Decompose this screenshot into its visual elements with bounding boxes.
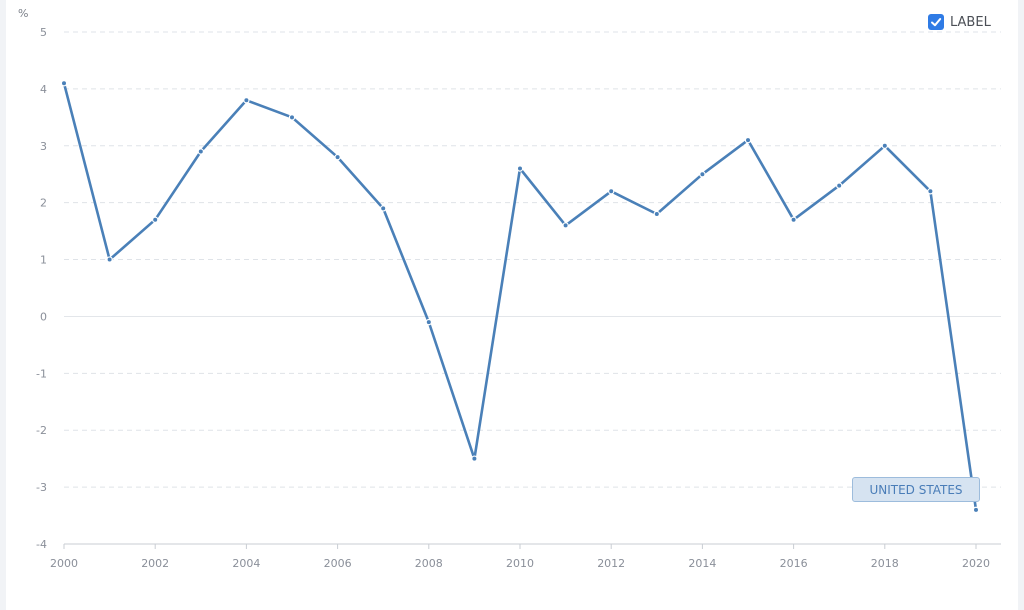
data-point-2001[interactable] [106,256,113,263]
series-tag-united-states[interactable]: UNITED STATES [852,477,980,502]
x-tick-label: 2016 [780,557,808,570]
data-point-2003[interactable] [197,148,204,155]
y-tick-label: 1 [40,254,47,267]
y-tick-label: 0 [40,310,47,323]
y-tick-label: -2 [36,424,47,437]
legend-toggle[interactable]: LABEL [928,12,991,32]
data-point-2015[interactable] [744,136,752,144]
chart-panel: % 5 4 3 2 1 0 -1 -2 -3 -4 2000 2002 2004 2006 2008 201… [6,0,1018,610]
data-point-2008[interactable] [425,318,432,326]
data-point-2002[interactable] [151,216,159,223]
data-point-2004[interactable] [243,97,250,104]
data-point-2019[interactable] [927,188,934,195]
x-tick-label: 2004 [232,557,260,570]
line-chart: % 5 4 3 2 1 0 -1 -2 -3 -4 2000 2002 2004 2006 2008 201… [18,7,1001,570]
x-tick-label: 2002 [141,557,169,570]
x-tick-label: 2018 [871,557,899,570]
x-tick-label: 2014 [688,557,716,570]
legend-checkbox[interactable] [928,14,944,30]
data-point-2018[interactable] [881,142,889,149]
y-tick-label: 4 [40,83,47,96]
y-tick-label: 2 [40,197,47,210]
data-point-2009[interactable] [471,455,478,462]
x-tick-label: 2006 [324,557,352,570]
x-tick-label: 2008 [415,557,443,570]
y-tick-label: -4 [36,538,47,551]
y-tick-label: -3 [36,481,47,494]
y-tick-labels: 5 4 3 2 1 0 -1 -2 -3 -4 [36,26,47,551]
data-point-2000[interactable] [60,79,68,87]
data-point-2012[interactable] [608,188,615,195]
data-point-2010[interactable] [516,165,524,172]
data-point-2011[interactable] [562,222,569,229]
data-point-2013[interactable] [653,210,661,218]
data-point-2016[interactable] [790,216,797,223]
x-tick-label: 2000 [50,557,78,570]
legend-label: LABEL [950,14,991,30]
y-tick-label: -1 [36,367,47,380]
y-tick-label: 5 [40,26,47,39]
checkmark-icon [931,18,942,27]
data-points [60,79,980,514]
data-point-2014[interactable] [699,171,706,178]
data-point-2007[interactable] [380,205,387,212]
data-point-2017[interactable] [836,182,843,189]
y-axis-unit-label: % [18,7,28,20]
x-tick-label: 2012 [597,557,625,570]
data-point-2020[interactable] [972,506,980,514]
gridlines [64,31,1001,545]
data-point-2005[interactable] [288,114,296,121]
x-tick-label: 2020 [962,557,990,570]
series-line-united-states [62,82,978,511]
y-tick-label: 3 [40,140,47,153]
data-point-2006[interactable] [334,153,341,161]
x-tick-labels: 2000 2002 2004 2006 2008 2010 2012 2014 2016 2018… [50,544,990,570]
x-tick-label: 2010 [506,557,534,570]
